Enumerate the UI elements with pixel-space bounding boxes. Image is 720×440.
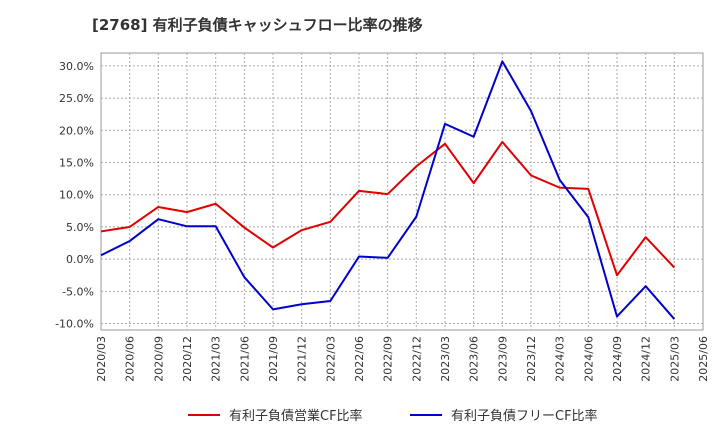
y-tick-label: 25.0%	[59, 92, 94, 105]
x-tick-label: 2025/06	[697, 336, 710, 382]
y-tick-label: 20.0%	[59, 124, 94, 137]
x-tick-label: 2021/03	[210, 336, 223, 382]
y-tick-label: 5.0%	[66, 221, 94, 234]
x-tick-label: 2023/09	[496, 336, 509, 382]
series-line-2	[100, 60, 676, 320]
y-tick-label: -10.0%	[55, 318, 94, 331]
x-tick-label: 2020/09	[152, 336, 165, 382]
x-tick-label: 2021/12	[296, 336, 309, 382]
x-tick-label: 2021/09	[267, 336, 280, 382]
series-line-1	[100, 140, 676, 277]
x-tick-label: 2023/12	[525, 336, 538, 382]
y-tick-label: 0.0%	[66, 253, 94, 266]
y-tick-label: 10.0%	[59, 189, 94, 202]
x-tick-label: 2024/12	[640, 336, 653, 382]
x-tick-label: 2022/03	[324, 336, 337, 382]
x-tick-label: 2025/03	[668, 336, 681, 382]
chart-title: [2768] 有利子負債キャッシュフロー比率の推移	[92, 16, 423, 34]
x-tick-label: 2021/06	[238, 336, 251, 382]
x-tick-label: 2020/06	[124, 336, 137, 382]
y-tick-label: 30.0%	[59, 60, 94, 73]
x-tick-label: 2023/03	[439, 336, 452, 382]
x-tick-label: 2023/06	[468, 336, 481, 382]
x-tick-label: 2024/09	[611, 336, 624, 382]
x-tick-label: 2024/03	[554, 336, 567, 382]
x-tick-label: 2020/03	[95, 336, 108, 382]
y-tick-label: -5.0%	[62, 285, 94, 298]
x-tick-label: 2024/06	[582, 336, 595, 382]
x-tick-label: 2022/06	[353, 336, 366, 382]
x-tick-label: 2022/09	[382, 336, 395, 382]
x-tick-label: 2020/12	[181, 336, 194, 382]
x-tick-label: 2022/12	[410, 336, 423, 382]
plot-area	[100, 52, 704, 331]
legend: 有利子負債営業CF比率 有利子負債フリーCF比率	[188, 408, 598, 424]
legend-label-2: 有利子負債フリーCF比率	[451, 408, 598, 424]
y-tick-label: 15.0%	[59, 157, 94, 170]
axes: 2020/03 2020/06 2020/09 2020/12 2021/03 2021/…	[55, 60, 710, 382]
legend-label-1: 有利子負債営業CF比率	[229, 408, 363, 424]
grid	[100, 52, 704, 331]
series-layer	[100, 60, 676, 320]
